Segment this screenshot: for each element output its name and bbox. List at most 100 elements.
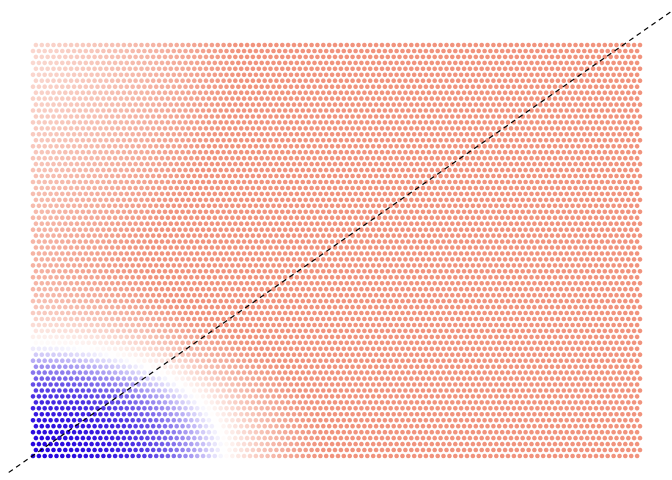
data-point: [637, 209, 643, 215]
data-point: [312, 453, 317, 459]
data-point: [250, 209, 256, 215]
data-point: [39, 376, 45, 381]
data-point: [546, 286, 552, 292]
data-point: [353, 406, 358, 411]
data-point: [546, 441, 552, 447]
data-point: [441, 227, 446, 232]
data-point: [505, 441, 511, 447]
data-point: [253, 453, 259, 459]
data-point: [92, 269, 97, 274]
data-point: [247, 453, 253, 459]
data-point: [236, 298, 241, 304]
data-point: [496, 209, 502, 215]
data-point: [309, 364, 314, 370]
data-point: [189, 322, 194, 328]
data-point: [535, 275, 540, 280]
data-point: [400, 275, 405, 280]
data-point: [514, 364, 520, 370]
data-point: [499, 203, 505, 209]
data-point: [411, 370, 417, 375]
data-point: [353, 453, 358, 459]
data-point: [206, 275, 212, 280]
data-point: [177, 394, 182, 399]
data-point: [332, 185, 338, 191]
data-point: [233, 292, 238, 298]
data-point: [303, 447, 309, 453]
data-point: [496, 281, 502, 286]
data-point: [373, 257, 379, 262]
data-point: [148, 334, 153, 340]
data-point: [153, 346, 159, 352]
data-point: [347, 370, 353, 375]
data-point: [247, 203, 253, 209]
data-point: [159, 358, 165, 364]
data-point: [274, 185, 279, 191]
data-point: [233, 316, 238, 322]
data-point: [444, 447, 449, 453]
data-point: [338, 352, 344, 358]
data-point: [411, 179, 417, 185]
data-point: [584, 281, 590, 286]
data-point: [101, 346, 106, 352]
data-point: [65, 322, 71, 328]
data-point: [467, 245, 473, 250]
data-point: [626, 364, 631, 370]
data-point: [435, 358, 441, 364]
data-point: [608, 221, 613, 226]
data-point: [356, 209, 361, 215]
data-point: [218, 227, 223, 232]
data-point: [233, 423, 238, 429]
data-point: [112, 346, 118, 352]
data-point: [92, 400, 97, 405]
data-point: [582, 298, 587, 304]
data-point: [183, 227, 188, 232]
data-point: [45, 209, 50, 215]
data-point: [397, 197, 402, 203]
data-point: [620, 185, 625, 191]
data-point: [63, 292, 68, 298]
data-point: [209, 221, 215, 226]
data-point: [180, 221, 185, 226]
data-point: [608, 435, 613, 441]
data-point: [365, 406, 370, 411]
data-point: [297, 185, 303, 191]
data-point: [80, 435, 86, 441]
data-point: [482, 251, 487, 256]
data-point: [177, 191, 182, 197]
data-point: [455, 221, 461, 226]
data-point: [197, 328, 203, 334]
data-point: [438, 304, 443, 310]
data-point: [593, 418, 599, 423]
data-point: [373, 412, 379, 417]
data-point: [414, 388, 420, 393]
data-point: [382, 453, 388, 459]
data-point: [321, 376, 326, 381]
data-point: [30, 239, 36, 244]
data-point: [42, 298, 47, 304]
data-point: [614, 185, 619, 191]
data-point: [409, 340, 414, 346]
data-point: [637, 447, 643, 453]
data-point: [423, 394, 429, 399]
data-point: [409, 221, 414, 226]
data-point: [403, 245, 408, 250]
data-point: [362, 388, 367, 393]
data-point: [523, 203, 528, 209]
data-point: [162, 233, 168, 238]
data-point: [608, 316, 613, 322]
data-point: [514, 400, 520, 405]
data-point: [121, 435, 127, 441]
data-point: [549, 281, 555, 286]
data-point: [86, 447, 91, 453]
data-point: [400, 370, 405, 375]
data-point: [285, 376, 291, 381]
data-point: [359, 382, 364, 387]
data-point: [68, 173, 74, 179]
data-point: [274, 376, 279, 381]
data-point: [33, 257, 39, 262]
data-point: [209, 209, 215, 215]
data-point: [426, 316, 432, 322]
data-point: [68, 233, 74, 238]
data-point: [359, 275, 364, 280]
data-point: [608, 388, 613, 393]
